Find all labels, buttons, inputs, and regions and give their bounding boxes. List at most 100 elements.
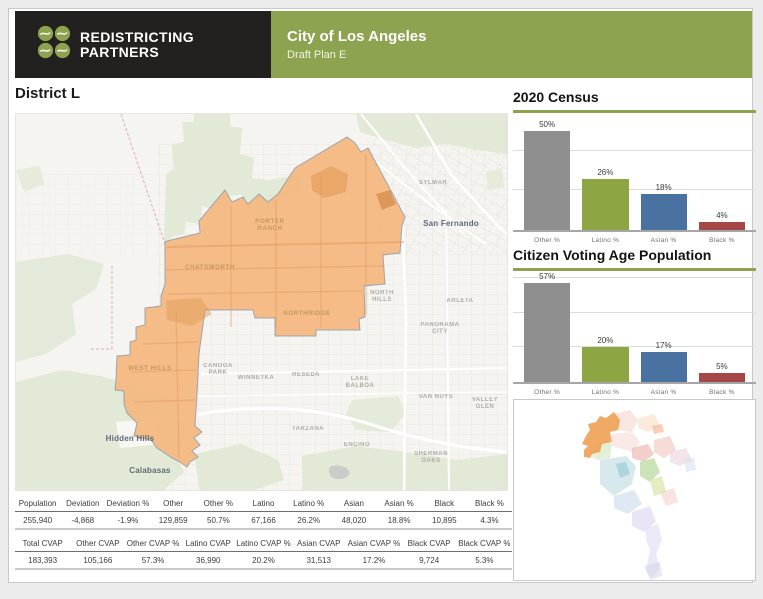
bar-value-label: 4% [716, 211, 728, 221]
category-label: Other % [534, 237, 561, 244]
gridline [513, 189, 756, 191]
category-label: Asian % [650, 237, 677, 244]
bar-black [698, 373, 745, 382]
logo-line1: REDISTRICTING [80, 28, 195, 45]
district-map[interactable]: PORTER RANCH CHATSWORTH NORTHRIDGE WEST HILL… [15, 113, 508, 491]
bar-other [524, 283, 571, 382]
map-label: San Fernando [423, 219, 479, 228]
district-l-polygon[interactable] [114, 136, 406, 468]
table-value-cell: -4,868 [71, 516, 95, 525]
table-value-cell: 48,020 [341, 516, 367, 525]
cvap-chart-categories: Other % Latino % Asian % Black % [513, 386, 756, 396]
map-label: WINNETKA [238, 375, 274, 381]
bar-latino [582, 178, 629, 230]
table-value-cell: 36,990 [196, 556, 221, 565]
gridline [513, 311, 756, 313]
citywide-overview-map [513, 399, 756, 581]
table-header-cell: Asian [343, 499, 364, 508]
table-value-row: 255,940 -4,868 -1.9% 129,859 50.7% 67,166 26.2… [15, 512, 512, 530]
page-subtitle: Draft Plan E [287, 49, 347, 61]
logo-line2: PARTNERS [80, 43, 160, 60]
table-value-cell: 5.3% [475, 556, 494, 565]
census-section-title: 2020 Census [513, 89, 756, 113]
census-bar-chart: 50% 26% 18% 4% [513, 117, 756, 232]
bar-value-label: 17% [655, 341, 672, 351]
map-labels: PORTER RANCH CHATSWORTH NORTHRIDGE WEST HILL… [106, 180, 498, 475]
gridline [513, 276, 756, 278]
table-header-cell: Other CVAP % [126, 539, 180, 548]
map-label: NORTHRIDGE [283, 310, 331, 317]
table-header-cell: Other [163, 499, 184, 508]
table-header-cell: Black [434, 499, 455, 508]
table-header-cell: Black CVAP [407, 539, 451, 548]
cvap-table: Total CVAP Other CVAP Other CVAP % Latino C… [15, 535, 512, 570]
map-label: VAN NUYS [419, 394, 454, 400]
category-label: Black % [709, 389, 735, 396]
map-label: LAKE BALBOA [346, 376, 375, 389]
map-label: SYLMAR [419, 180, 448, 186]
table-value-cell: 183,393 [28, 556, 58, 565]
district-streets [129, 154, 405, 459]
map-label: SHERMAN OAKS [414, 451, 448, 464]
table-value-cell: 57.3% [141, 556, 165, 565]
district-l-overview-shape [582, 412, 620, 458]
redistricting-partners-logo-icon [37, 25, 71, 64]
map-label: NORTH HILLS [370, 290, 394, 303]
category-label: Black % [709, 237, 735, 244]
table-value-cell: 9,724 [419, 556, 440, 565]
table-header-cell: Population [18, 499, 57, 508]
district-parks [166, 166, 396, 326]
bar-value-label: 18% [655, 183, 672, 193]
bar-asian [640, 194, 687, 230]
table-header-cell: Other CVAP [76, 539, 120, 548]
table-header-cell: Asian CVAP % [347, 539, 401, 548]
bar-black [698, 222, 745, 230]
table-header-cell: Black CVAP % [458, 539, 511, 548]
map-label: ENCINO [344, 442, 370, 448]
table-header-cell: Asian % [384, 499, 414, 508]
map-label: CHATSWORTH [185, 264, 235, 271]
census-chart-categories: Other % Latino % Asian % Black % [513, 234, 756, 244]
map-label: ARLETA [447, 298, 474, 304]
gridline [513, 346, 756, 348]
population-table: Population Deviation Deviation % Other Other… [15, 495, 512, 530]
map-label: Hidden Hills [106, 434, 155, 443]
table-header-cell: Deviation % [106, 499, 150, 508]
street-grid-west [16, 174, 151, 254]
table-header-cell: Latino CVAP % [236, 539, 291, 548]
bar-value-label: 5% [716, 362, 728, 372]
header-title-block: City of Los Angeles Draft Plan E [271, 11, 752, 78]
map-label: VALLEY GLEN [472, 397, 498, 410]
category-label: Other % [534, 389, 561, 396]
table-value-cell: 18.8% [387, 516, 411, 525]
bar-value-label: 50% [539, 120, 556, 129]
table-header-cell: Latino % [293, 499, 325, 508]
other-district-shapes [590, 410, 696, 580]
table-header-cell: Latino [252, 499, 275, 508]
table-value-cell: 105,166 [83, 556, 113, 565]
table-value-cell: 4.3% [480, 516, 499, 525]
county-boundary-line [91, 113, 167, 350]
bar-latino [582, 347, 629, 382]
table-value-cell: -1.9% [117, 516, 139, 525]
map-label: PANORAMA CITY [421, 322, 460, 335]
table-value-cell: 50.7% [207, 516, 230, 525]
table-header-cell: Asian CVAP [296, 539, 341, 548]
page-title: City of Los Angeles [287, 28, 427, 45]
table-header-cell: Black % [475, 499, 504, 508]
table-header-cell: Total CVAP [22, 539, 63, 548]
table-value-cell: 67,166 [251, 516, 276, 525]
map-label: Calabasas [129, 466, 171, 475]
district-title: District L [15, 85, 81, 102]
table-value-cell: 10,895 [432, 516, 457, 525]
table-value-cell: 20.2% [252, 556, 275, 565]
logo-text: REDISTRICTING PARTNERS [80, 28, 195, 60]
reservoir [328, 465, 350, 480]
category-label: Latino % [591, 389, 620, 396]
bar-value-label: 26% [597, 167, 614, 177]
map-label: PORTER RANCH [255, 218, 284, 232]
table-header-cell: Other % [203, 499, 234, 508]
cvap-section-title: Citizen Voting Age Population [513, 247, 756, 271]
table-value-cell: 129,859 [158, 516, 188, 525]
